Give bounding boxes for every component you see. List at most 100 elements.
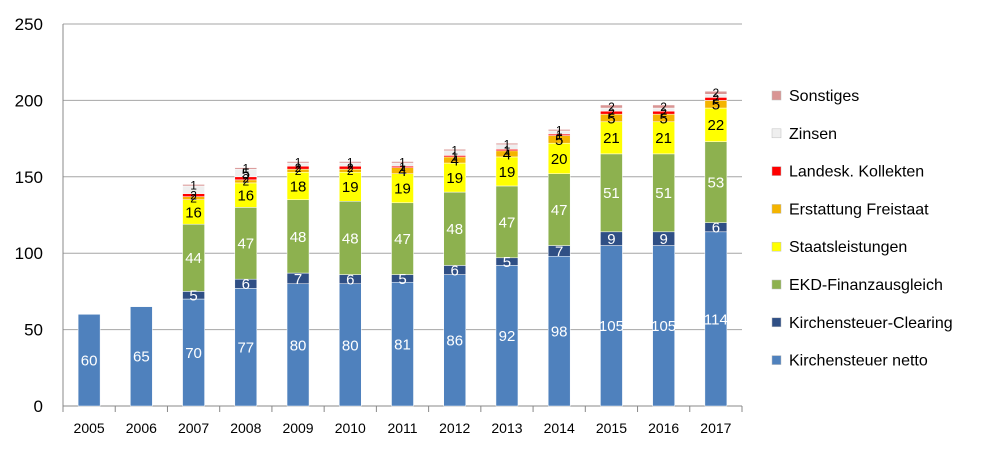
bar-segment: [652, 104, 675, 109]
bar-segment: [77, 314, 101, 407]
legend-label: EKD-Finanzausgleich: [789, 277, 943, 294]
data-label: 51: [603, 185, 620, 202]
x-tick-label: 2011: [387, 420, 417, 436]
data-label: 1: [242, 162, 249, 176]
legend-swatch: [771, 241, 782, 252]
bar-segment: [495, 142, 519, 145]
data-label: 1: [190, 179, 197, 193]
data-label: 5: [398, 271, 406, 288]
data-label: 5: [242, 165, 250, 182]
data-label: 2: [713, 92, 720, 106]
y-tick-label: 0: [34, 397, 43, 416]
x-tick-label: 2014: [544, 420, 575, 436]
bar-segment: [130, 306, 153, 407]
data-label: 1: [347, 156, 354, 170]
data-label: 1: [556, 124, 563, 138]
y-tick-label: 200: [15, 91, 43, 110]
data-label: 1: [556, 128, 563, 142]
data-label: 6: [451, 262, 459, 279]
data-label: 5: [712, 97, 720, 114]
data-label: 1: [451, 143, 458, 157]
data-label: 92: [499, 328, 516, 345]
bar-segment: [600, 104, 623, 109]
data-label: 86: [446, 333, 463, 350]
x-tick-label: 2006: [126, 420, 157, 436]
data-label: 2: [190, 192, 197, 206]
data-label: 98: [551, 324, 568, 341]
data-label: 19: [499, 164, 516, 181]
data-label: 5: [659, 110, 667, 127]
x-tick-label: 2012: [439, 420, 470, 436]
data-label: 18: [290, 178, 307, 195]
data-label: 9: [659, 231, 667, 248]
y-tick-label: 100: [15, 244, 43, 263]
x-tick-label: 2008: [230, 420, 261, 436]
x-tick-label: 2017: [700, 420, 731, 436]
data-label: 47: [394, 231, 411, 248]
legend-swatch: [771, 166, 782, 176]
data-label: 6: [712, 220, 720, 237]
x-tick-label: 2009: [282, 420, 313, 436]
axes: 0 50 100 150 200 250 2005 2006 2007 2008 2009 2010 2…: [15, 15, 743, 436]
data-label: 9: [607, 231, 615, 248]
bar-segment: [339, 161, 362, 164]
data-label: 65: [133, 349, 150, 366]
legend-label: Erstattung Freistaat: [789, 201, 929, 218]
x-tick-label: 2005: [74, 420, 105, 436]
x-tick-label: 2015: [596, 420, 627, 436]
data-label: 1: [295, 156, 302, 170]
data-label: 7: [294, 271, 302, 288]
data-label: 5: [555, 132, 563, 149]
y-tick-label: 150: [15, 168, 43, 187]
data-label: 47: [551, 202, 568, 219]
x-tick-label: 2016: [648, 420, 679, 436]
legend-label: Sonstiges: [789, 88, 859, 105]
data-label: 44: [185, 250, 202, 267]
legend-swatch: [771, 317, 782, 328]
data-label: 19: [342, 179, 359, 196]
data-label: 5: [189, 288, 197, 305]
data-label: 5: [503, 254, 511, 271]
data-label: 16: [237, 188, 254, 205]
x-tick-label: 2013: [491, 420, 522, 436]
data-label: 19: [446, 170, 463, 187]
data-labels: 60 65 705441622177647162251807481822180648…: [81, 86, 728, 369]
data-label: 2: [660, 106, 667, 120]
data-label: 2: [608, 100, 615, 114]
bar-segment: [391, 161, 414, 164]
data-label: 105: [599, 318, 624, 335]
data-label: 6: [242, 276, 250, 293]
data-label: 51: [655, 185, 672, 202]
legend-swatch: [771, 355, 782, 365]
y-tick-label: 50: [24, 321, 43, 340]
data-label: 20: [551, 151, 568, 168]
data-label: 4: [398, 163, 406, 180]
data-label: 21: [603, 130, 620, 147]
data-label: 70: [185, 345, 202, 362]
data-label: 77: [237, 340, 254, 357]
bar-segment: [182, 184, 205, 187]
data-label: 114: [704, 311, 728, 328]
legend-swatch: [771, 204, 782, 214]
legend-swatch: [771, 279, 782, 290]
legend-label: Kirchensteuer netto: [789, 353, 928, 370]
data-label: 2: [660, 100, 667, 114]
data-label: 6: [346, 272, 354, 289]
data-label: 2: [242, 175, 249, 189]
data-label: 2: [190, 188, 197, 202]
data-label: 2: [295, 164, 302, 178]
x-tick-label: 2007: [178, 420, 209, 436]
data-label: 1: [451, 149, 458, 163]
y-tick-label: 250: [15, 15, 43, 34]
data-label: 21: [655, 130, 672, 147]
data-label: 1: [399, 160, 406, 174]
data-label: 4: [451, 152, 459, 169]
data-label: 2: [347, 161, 354, 175]
legend-label: Staatsleistungen: [789, 239, 907, 256]
bar-segment: [704, 90, 728, 95]
data-label: 48: [446, 221, 463, 238]
bars: [77, 90, 728, 407]
data-label: 2: [347, 164, 354, 178]
data-label: 5: [607, 110, 615, 127]
